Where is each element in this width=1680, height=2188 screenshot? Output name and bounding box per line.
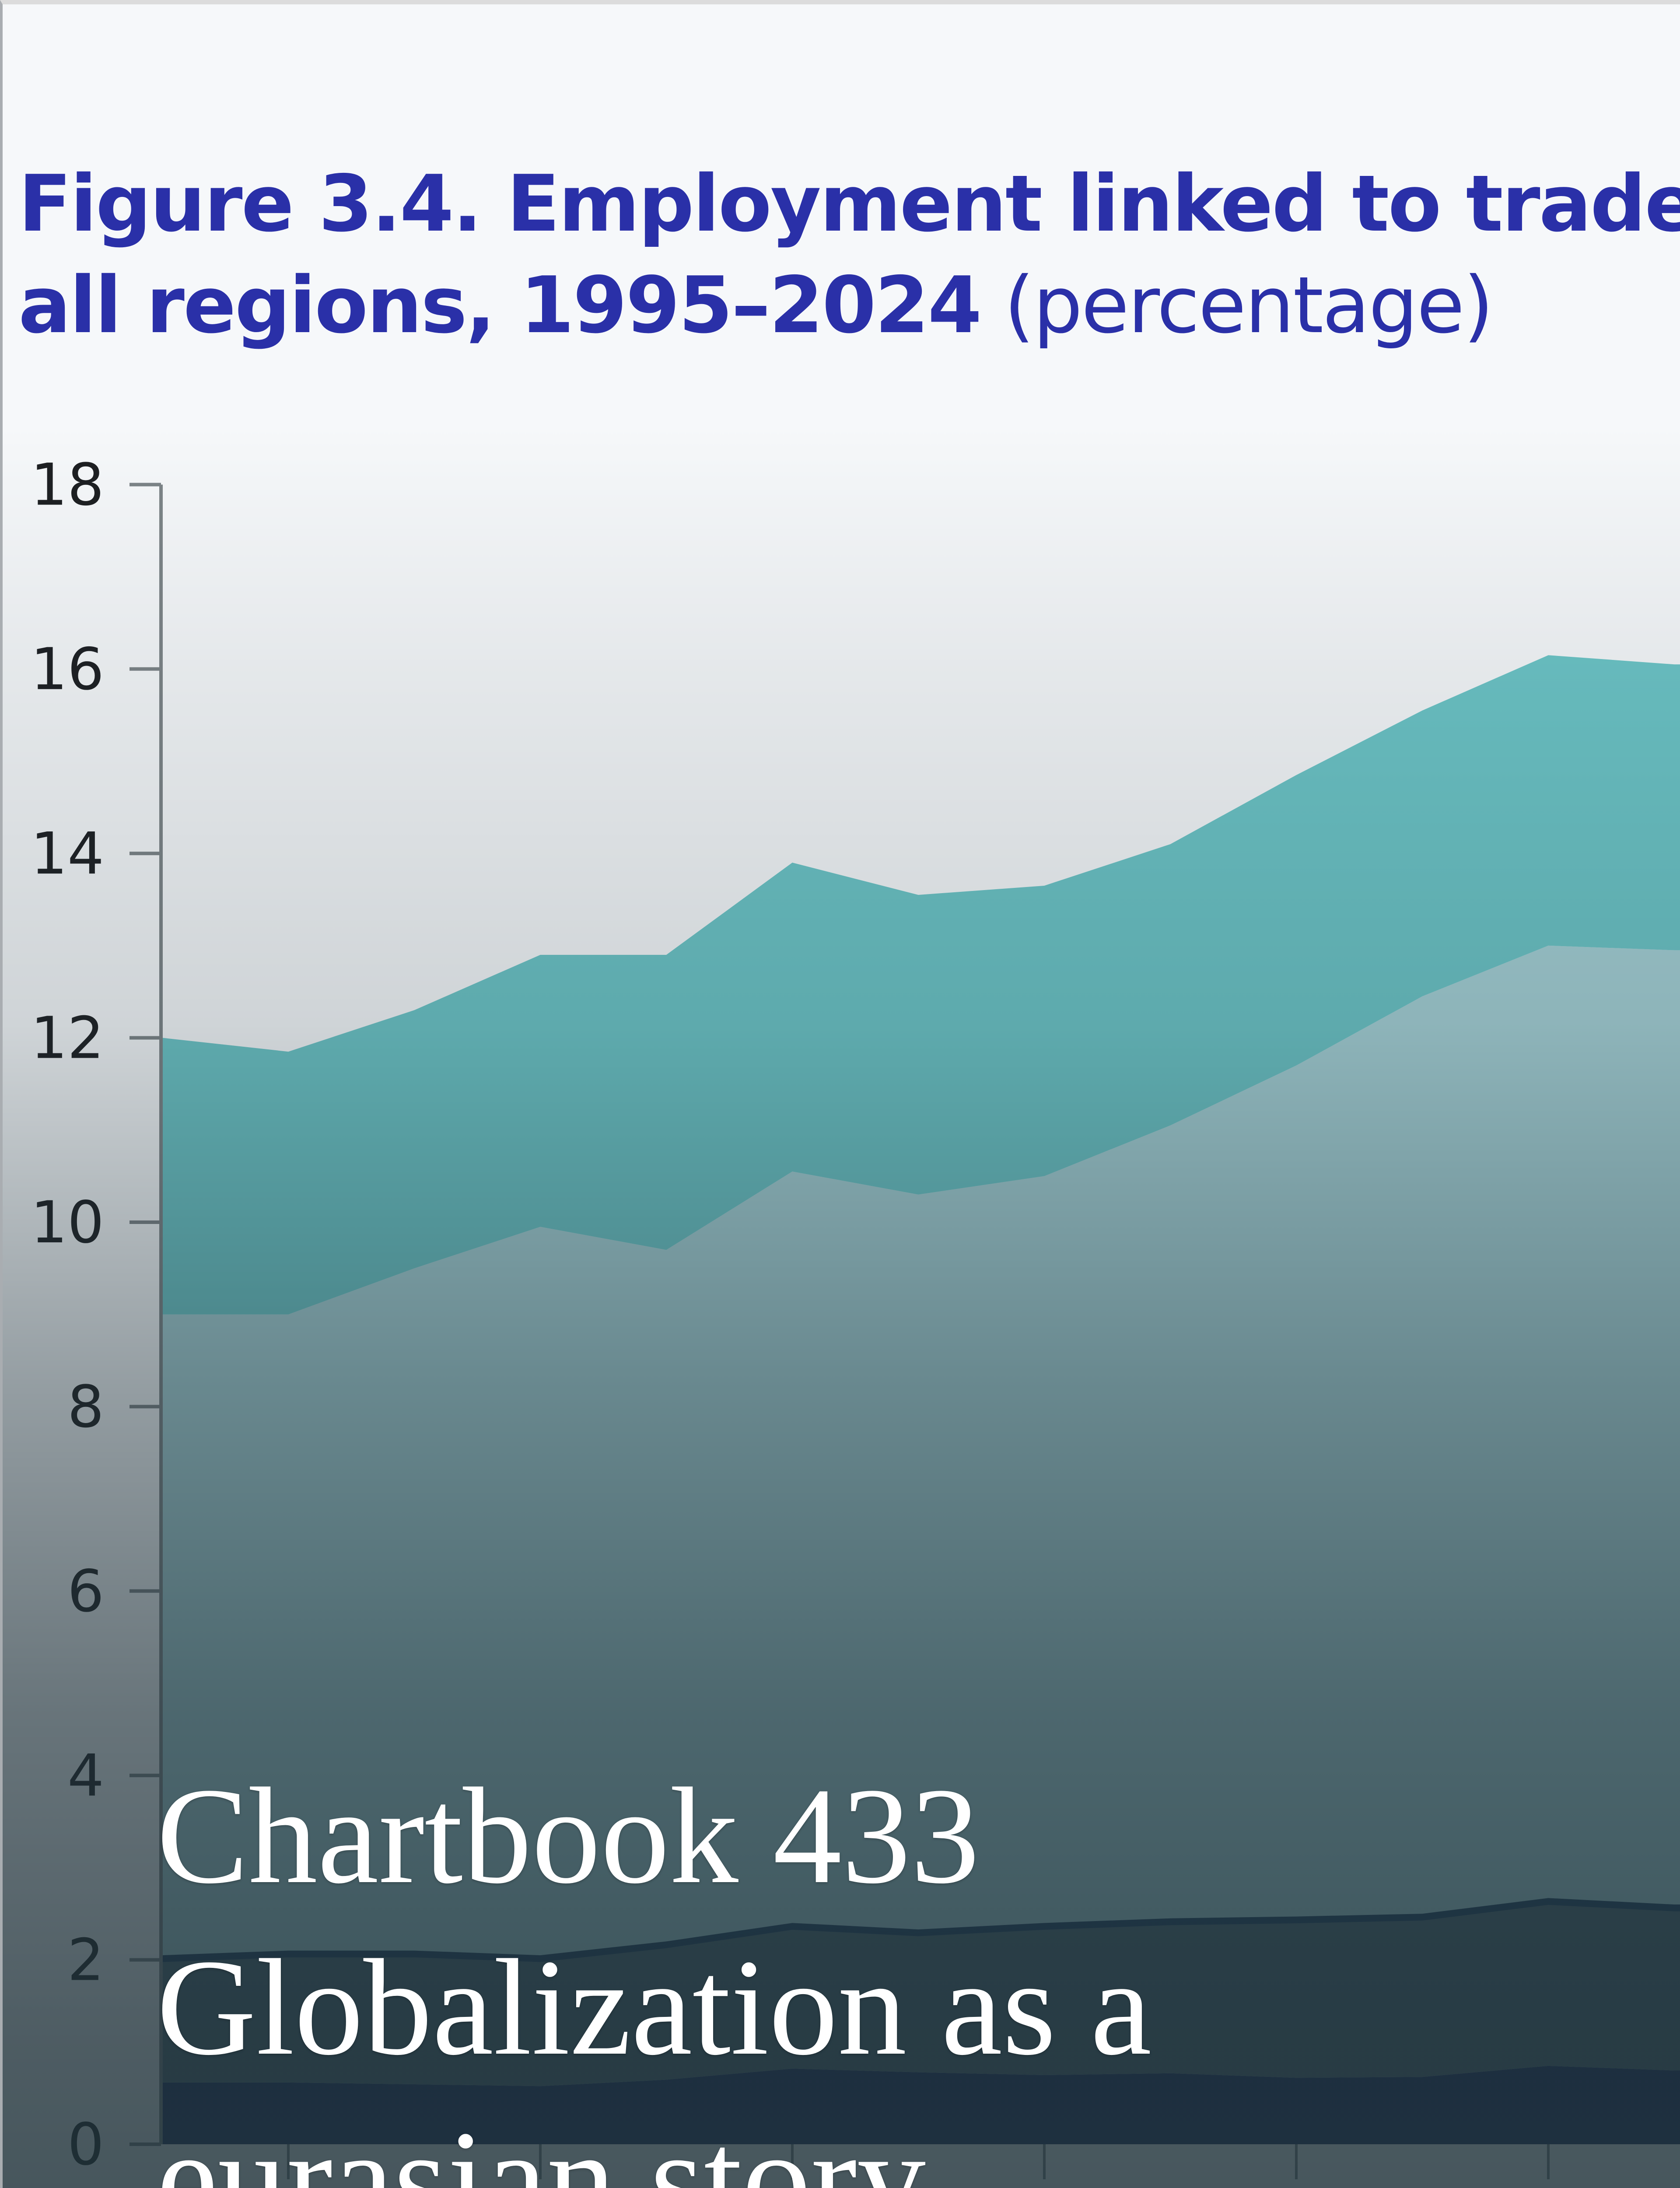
post-title-line3: eurasian story. bbox=[157, 2103, 952, 2188]
y-tick-label: 10 bbox=[31, 1189, 104, 1256]
post-title-line1: Chartbook 433 bbox=[157, 1760, 980, 1912]
y-tick-label: 18 bbox=[31, 451, 104, 519]
y-tick-label: 16 bbox=[31, 636, 104, 703]
y-tick-label: 8 bbox=[67, 1373, 104, 1441]
post-title-line2: Globalization as a bbox=[157, 1931, 1152, 2084]
y-tick-label: 2 bbox=[67, 1927, 104, 1994]
y-tick-label: 4 bbox=[67, 1742, 104, 1809]
y-tick-label: 14 bbox=[31, 820, 104, 887]
y-tick-label: 12 bbox=[31, 1005, 104, 1072]
y-tick-label: 6 bbox=[67, 1558, 104, 1625]
post-title[interactable]: Chartbook 433 Globalization as a eurasia… bbox=[157, 1750, 1557, 2188]
y-tick-label: 0 bbox=[67, 2111, 104, 2178]
